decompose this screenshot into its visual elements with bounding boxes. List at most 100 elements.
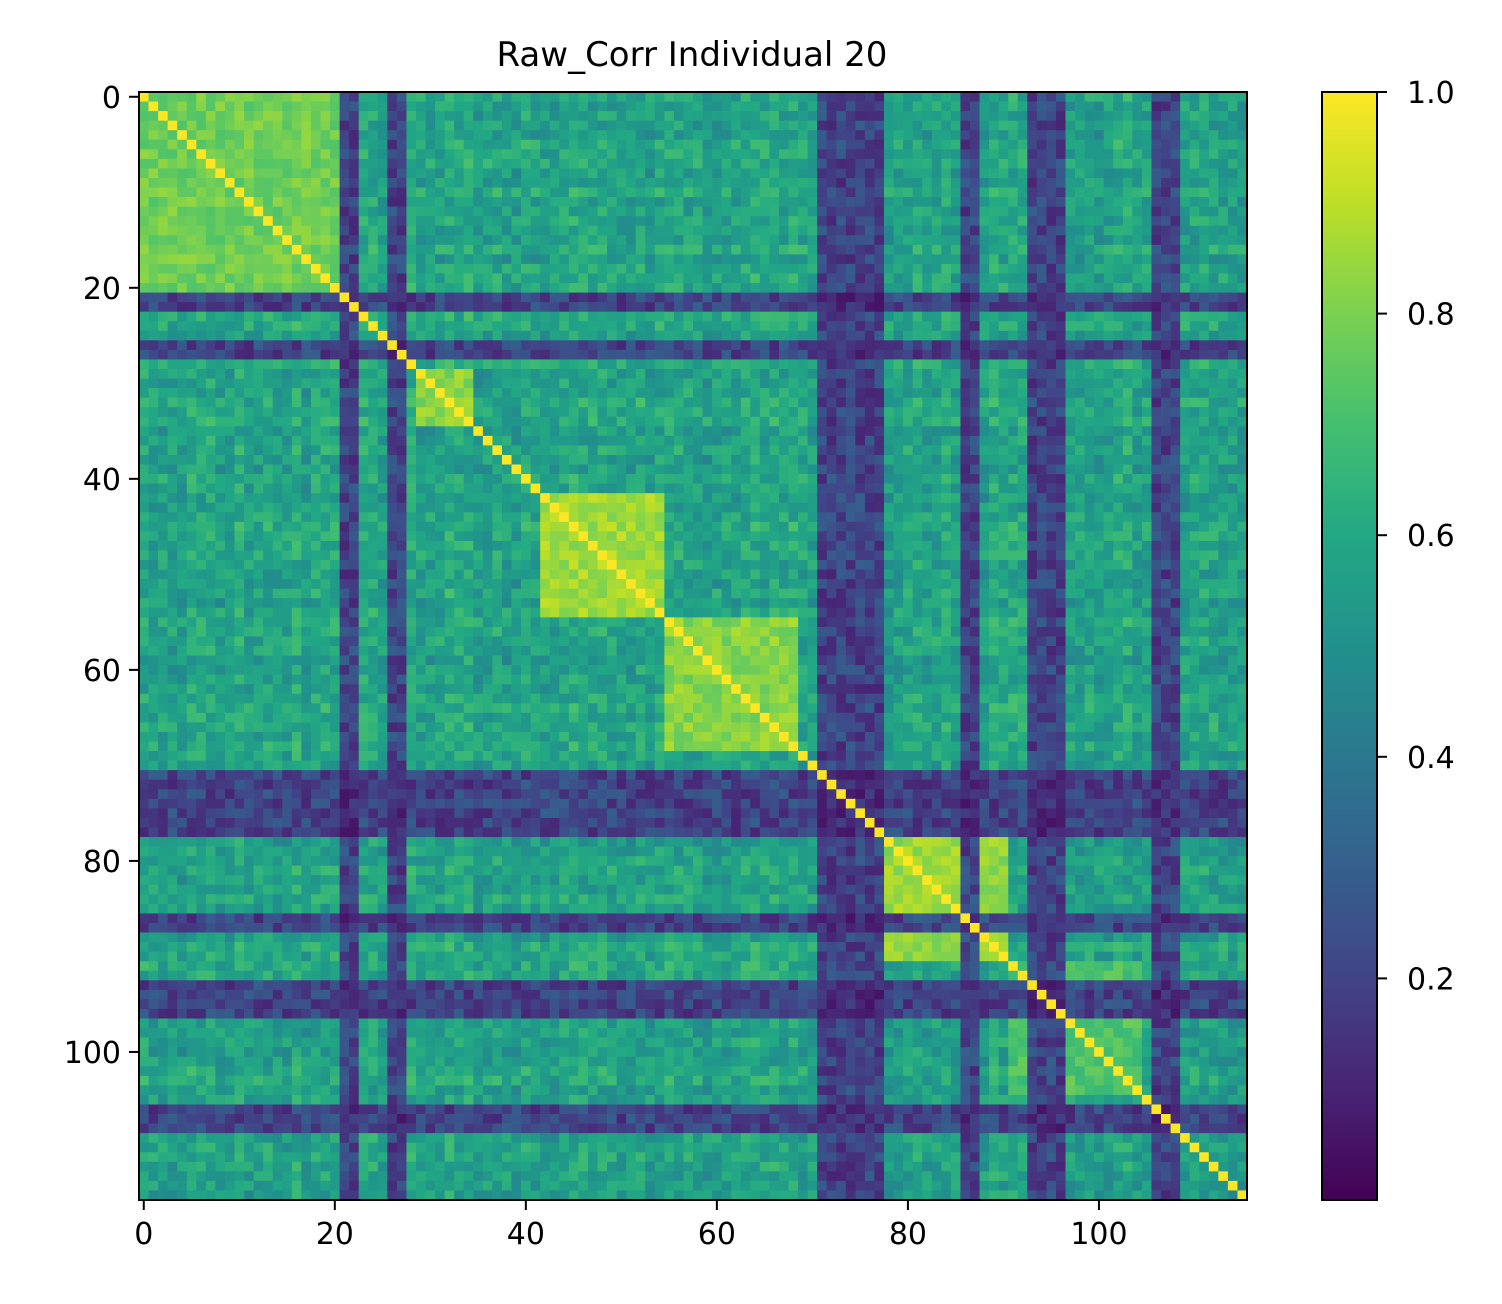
heatmap-cell <box>1075 254 1085 265</box>
heatmap-cell <box>559 263 570 274</box>
heatmap-cell <box>903 369 914 379</box>
heatmap-cell <box>1189 311 1200 322</box>
heatmap-cell <box>473 416 484 427</box>
heatmap-cell <box>186 445 197 456</box>
heatmap-cell <box>272 158 283 169</box>
heatmap-cell <box>368 388 379 399</box>
heatmap-cell <box>1075 369 1085 379</box>
heatmap-cell <box>864 435 875 446</box>
heatmap-cell <box>425 263 436 274</box>
heatmap-cell <box>1036 349 1047 360</box>
heatmap-cell <box>989 254 1000 265</box>
heatmap-cell <box>1151 235 1162 246</box>
heatmap-cell <box>310 426 321 437</box>
heatmap-cell <box>1122 254 1133 265</box>
heatmap-cell <box>817 101 828 112</box>
heatmap-cell <box>167 139 178 150</box>
heatmap-cell <box>492 435 503 446</box>
heatmap-cell <box>989 292 1000 303</box>
heatmap-cell <box>1008 177 1019 188</box>
heatmap-cell <box>950 397 961 408</box>
heatmap-cell <box>148 483 159 494</box>
heatmap-cell <box>893 445 904 456</box>
heatmap-cell <box>205 111 216 122</box>
heatmap-cell <box>778 378 789 389</box>
heatmap-cell <box>798 330 808 341</box>
heatmap-cell <box>301 292 312 303</box>
heatmap-cell <box>759 111 770 122</box>
heatmap-cell <box>750 416 761 427</box>
heatmap-cell <box>587 111 598 122</box>
heatmap-cell <box>1055 378 1066 389</box>
heatmap-cell <box>645 149 656 160</box>
heatmap-cell <box>1103 311 1114 322</box>
heatmap-cell <box>1199 330 1210 341</box>
heatmap-cell <box>1036 120 1047 131</box>
heatmap-cell <box>425 349 436 360</box>
heatmap-cell <box>310 493 321 504</box>
heatmap-cell <box>559 177 570 188</box>
heatmap-cell <box>769 388 780 399</box>
heatmap-cell <box>263 397 274 408</box>
heatmap-cell <box>349 493 360 504</box>
heatmap-cell <box>836 130 847 141</box>
heatmap-cell <box>960 378 971 389</box>
heatmap-cell <box>511 302 522 313</box>
heatmap-cell <box>702 416 713 427</box>
heatmap-cell <box>1046 149 1057 160</box>
heatmap-cell <box>616 177 627 188</box>
heatmap-cell <box>645 349 656 360</box>
heatmap-cell <box>1151 283 1162 293</box>
heatmap-cell <box>482 235 493 246</box>
heatmap-cell <box>1065 359 1076 370</box>
heatmap-cell <box>1189 493 1200 504</box>
heatmap-cell <box>368 254 379 265</box>
heatmap-cell <box>158 407 169 418</box>
heatmap-cell <box>903 321 914 332</box>
heatmap-cell <box>1065 340 1076 351</box>
heatmap-cell <box>473 263 484 274</box>
heatmap-cell <box>1180 92 1191 102</box>
heatmap-cell <box>444 149 455 160</box>
heatmap-cell <box>912 149 923 160</box>
heatmap-cell <box>578 330 589 341</box>
heatmap-cell <box>291 206 302 217</box>
heatmap-cell <box>377 426 388 437</box>
heatmap-cell <box>1141 235 1152 246</box>
heatmap-cell <box>224 416 235 427</box>
heatmap-cell <box>731 111 742 122</box>
heatmap-cell <box>282 426 293 437</box>
heatmap-cell <box>291 139 302 150</box>
heatmap-cell <box>893 130 904 141</box>
heatmap-cell <box>1103 388 1114 399</box>
heatmap-cell <box>339 378 350 389</box>
heatmap-cell <box>253 139 264 150</box>
heatmap-cell <box>310 378 321 389</box>
heatmap-cell <box>253 330 264 341</box>
heatmap-cell <box>1199 378 1210 389</box>
heatmap-cell <box>931 273 942 284</box>
heatmap-cell <box>435 225 446 236</box>
heatmap-cell <box>970 263 980 274</box>
heatmap-cell <box>425 139 436 150</box>
heatmap-cell <box>1141 483 1152 494</box>
heatmap-cell <box>1008 445 1019 456</box>
heatmap-cell <box>530 254 541 265</box>
heatmap-cell <box>922 407 933 418</box>
heatmap-cell <box>425 187 436 198</box>
heatmap-cell <box>205 235 216 246</box>
heatmap-cell <box>960 369 971 379</box>
heatmap-cell <box>282 177 293 188</box>
heatmap-cell <box>330 149 340 160</box>
heatmap-cell <box>1199 369 1210 379</box>
heatmap-cell <box>1027 235 1038 246</box>
heatmap-cell <box>721 435 732 446</box>
heatmap-cell <box>540 216 551 227</box>
heatmap-cell <box>750 120 761 131</box>
heatmap-cell <box>1113 197 1124 207</box>
heatmap-cell <box>1227 187 1238 198</box>
heatmap-cell <box>769 426 780 437</box>
heatmap-cell <box>425 130 436 141</box>
heatmap-cell <box>139 388 149 399</box>
heatmap-cell <box>903 244 914 255</box>
